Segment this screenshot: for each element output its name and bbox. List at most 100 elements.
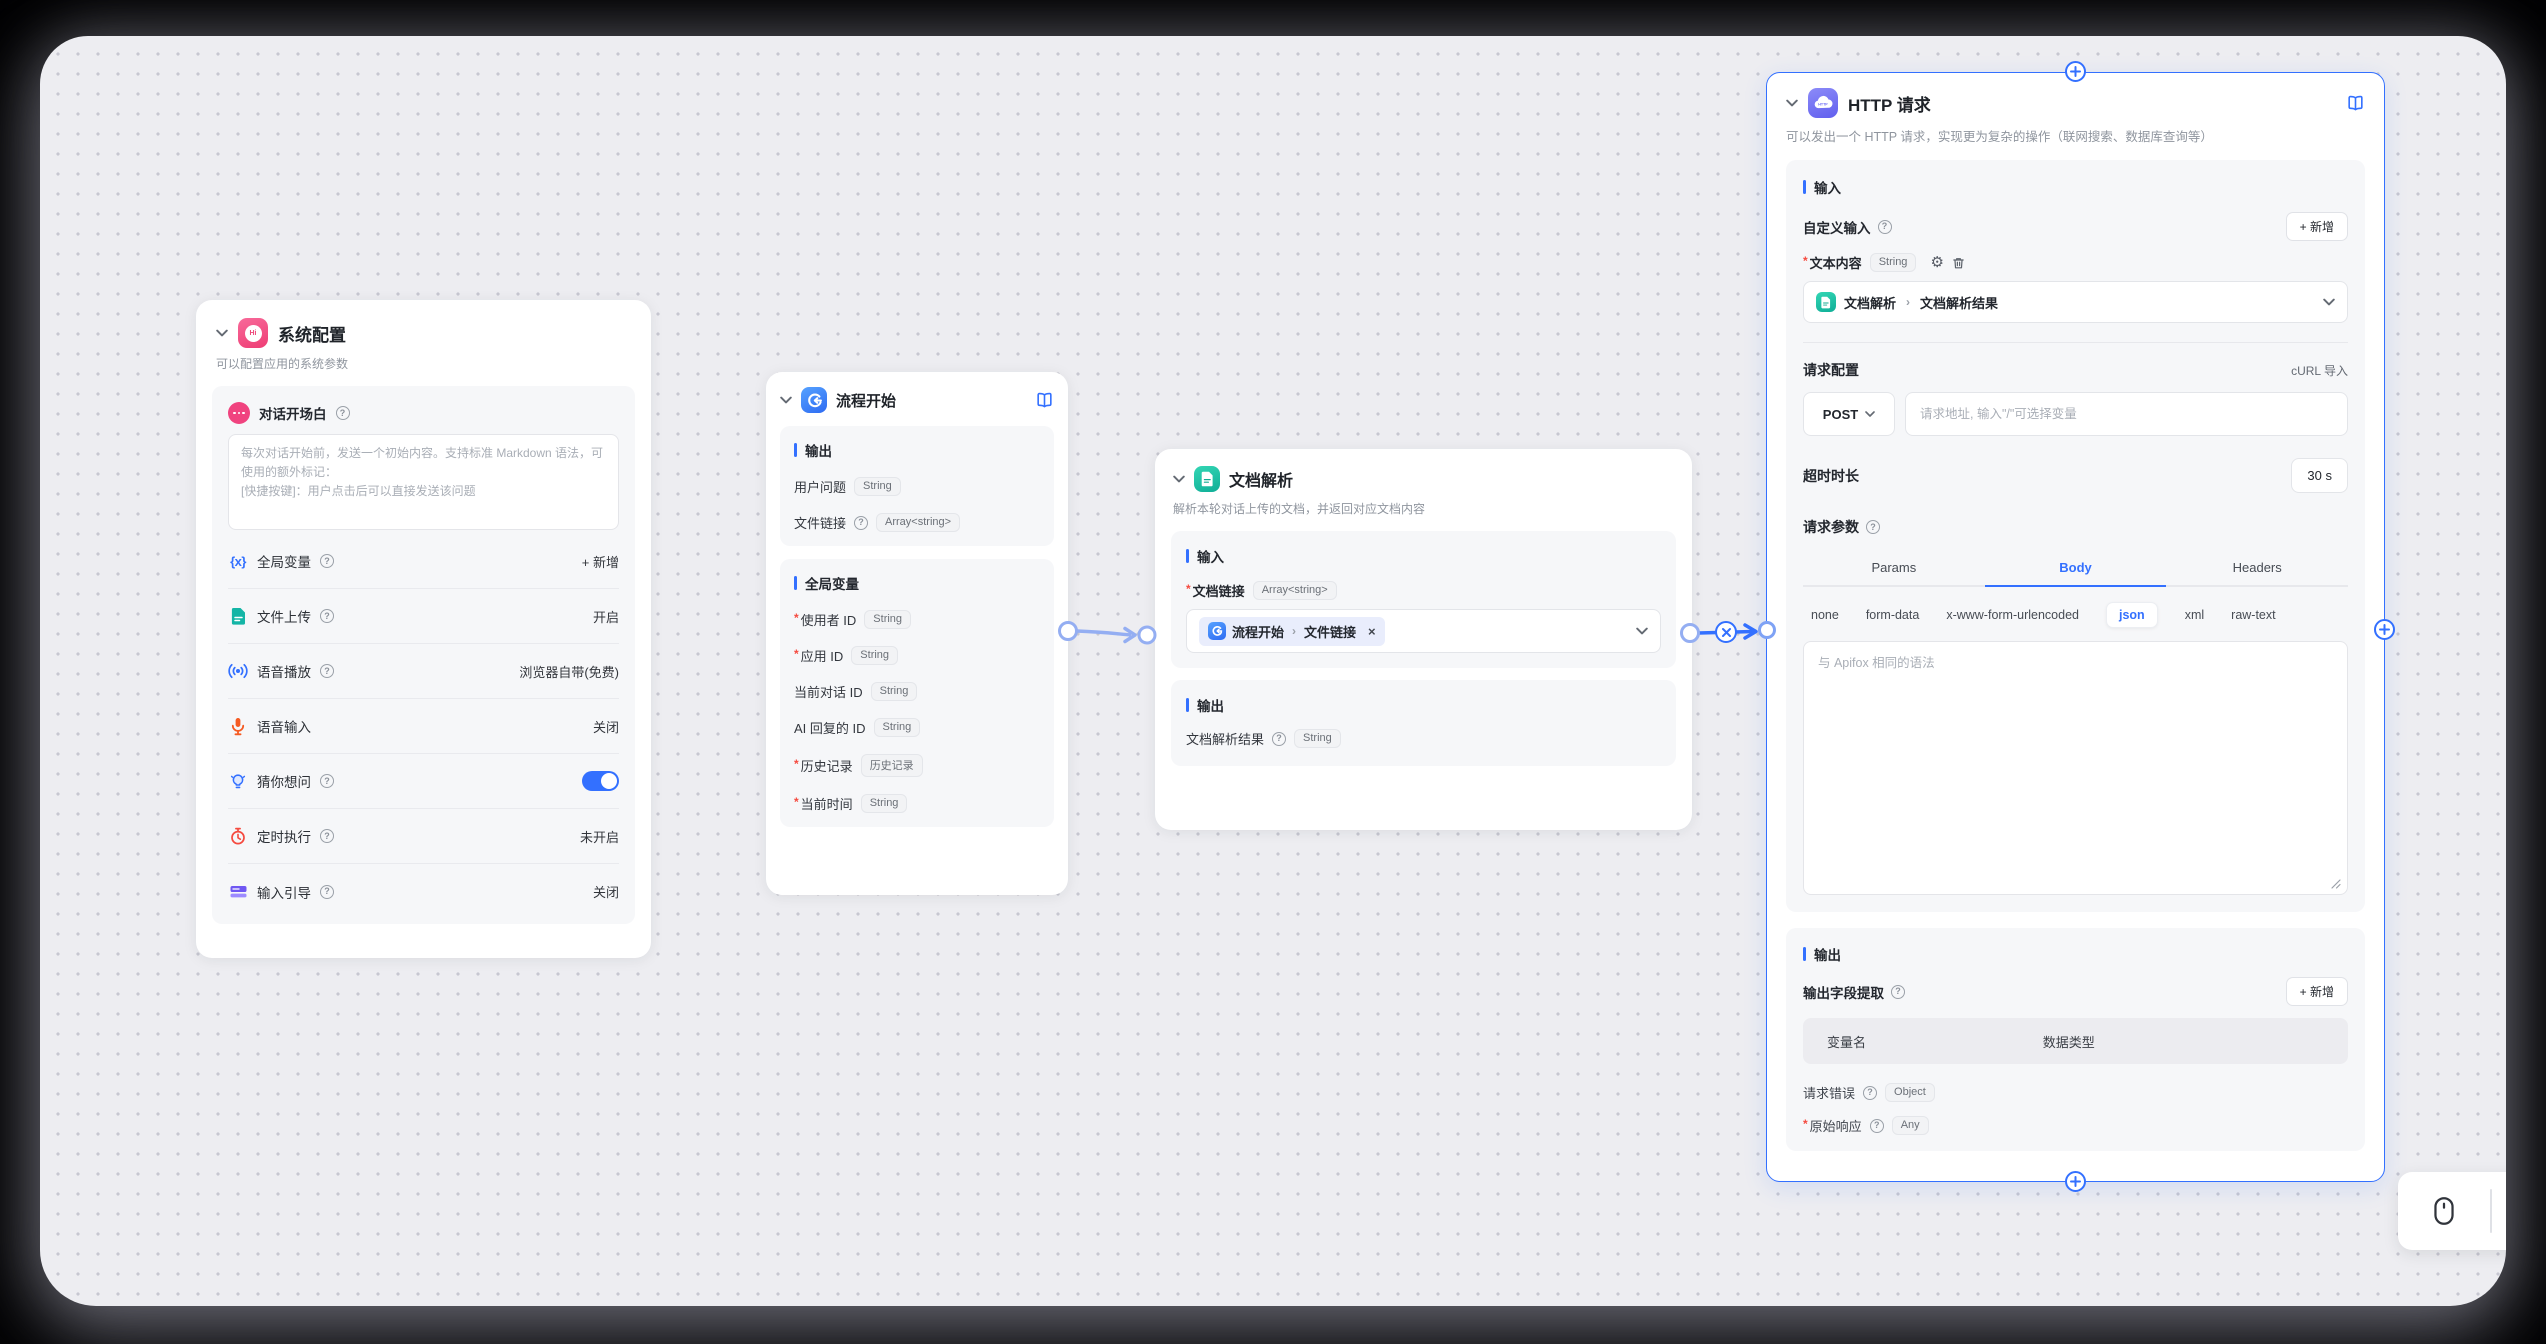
setting-row-voice-input[interactable]: 语音输入 关闭	[228, 699, 619, 754]
http-output-panel: 输出 输出字段提取 ? + 新增 变量名 数据类型 请求错误 ? Object …	[1786, 928, 2365, 1151]
help-icon[interactable]: ?	[320, 609, 334, 623]
setting-value: 开启	[592, 609, 619, 625]
type-badge: Array<string>	[1252, 581, 1337, 600]
system-config-icon: Hi	[238, 318, 268, 348]
tab-body[interactable]: Body	[1984, 551, 2167, 587]
chevron-right-icon: ›	[1292, 624, 1297, 638]
text-content-select[interactable]: 文档解析 › 文档解析结果	[1803, 281, 2348, 323]
opening-textarea[interactable]: 每次对话开始前，发送一个初始内容。支持标准 Markdown 语法，可使用的额外…	[228, 434, 619, 530]
node-system-config[interactable]: Hi 系统配置 可以配置应用的系统参数 对话开场白 ? 每次对话开始前，发送一个…	[196, 300, 651, 958]
collapse-chevron-icon[interactable]	[1173, 475, 1185, 483]
global-row: * 历史记录 历史记录	[794, 754, 1040, 777]
help-icon[interactable]: ?	[320, 554, 334, 568]
help-icon[interactable]: ?	[854, 515, 869, 530]
params-tabs: Params Body Headers	[1803, 551, 2348, 587]
setting-value: 关闭	[592, 885, 619, 900]
doc-link-select[interactable]: 流程开始 › 文件链接 ×	[1186, 609, 1661, 653]
canvas-mode-toolbar	[2398, 1172, 2506, 1250]
add-variable-button[interactable]: + 新增	[581, 554, 619, 570]
mouse-mode-button[interactable]	[2398, 1195, 2490, 1227]
svg-text:HTTP: HTTP	[1818, 102, 1828, 106]
node-title: 流程开始	[836, 392, 897, 410]
request-params-label: 请求参数	[1803, 519, 1859, 535]
help-icon[interactable]: ?	[1877, 219, 1892, 234]
help-icon[interactable]: ?	[1891, 984, 1905, 999]
setting-row-scheduled-run[interactable]: 定时执行 ? 未开启	[228, 809, 619, 864]
setting-value: 未开启	[579, 829, 619, 845]
body-type-json[interactable]: json	[2106, 602, 2158, 628]
request-config-label: 请求配置	[1803, 362, 1859, 378]
chevron-down-icon[interactable]	[1636, 627, 1648, 635]
guess-ask-icon	[228, 771, 248, 791]
doc-parse-icon	[1194, 466, 1220, 492]
node-title: 系统配置	[278, 325, 346, 345]
flow-canvas[interactable]: Hi 系统配置 可以配置应用的系统参数 对话开场白 ? 每次对话开始前，发送一个…	[40, 36, 2506, 1306]
add-input-button[interactable]: + 新增	[2285, 212, 2348, 241]
setting-row-voice-playback[interactable]: 语音播放 ? 浏览器自带(免费)	[228, 644, 619, 699]
setting-row-guess-ask[interactable]: 猜你想问 ?	[228, 754, 619, 809]
http-input-panel: 输入 自定义输入 ? + 新增 * 文本内容 String ⚙ 文档解析 ›	[1786, 160, 2365, 912]
setting-value: 关闭	[592, 719, 619, 735]
chat-dots-icon	[228, 402, 250, 424]
add-node-right-icon[interactable]	[2374, 619, 2395, 640]
node-title: HTTP 请求	[1848, 95, 1931, 115]
output-fields-table-header: 变量名 数据类型	[1803, 1018, 2348, 1064]
method-select[interactable]: POST	[1803, 392, 1895, 436]
docs-book-icon[interactable]	[2346, 95, 2365, 112]
output-row: * 原始响应 ? Any	[1803, 1116, 2348, 1135]
file-upload-icon	[228, 606, 248, 626]
help-icon[interactable]: ?	[320, 774, 334, 788]
voice-playback-icon	[228, 661, 248, 681]
edge-delete-icon[interactable]	[1715, 621, 1737, 643]
section-title: 输入	[1814, 181, 1841, 196]
help-icon[interactable]: ?	[320, 884, 334, 899]
system-config-panel: 对话开场白 ? 每次对话开始前，发送一个初始内容。支持标准 Markdown 语…	[212, 386, 635, 924]
body-type-urlencoded[interactable]: x-www-form-urlencoded	[1946, 608, 2079, 622]
body-type-xml[interactable]: xml	[2184, 608, 2205, 622]
node-http-request[interactable]: HTTP HTTP 请求 可以发出一个 HTTP 请求，实现更为复杂的操作（联网…	[1766, 72, 2385, 1182]
setting-row-file-upload[interactable]: 文件上传 ? 开启	[228, 589, 619, 644]
gear-icon[interactable]: ⚙	[1930, 254, 1944, 271]
output-row: 用户问题 String	[794, 477, 1040, 496]
node-doc-parse[interactable]: 文档解析 解析本轮对话上传的文档，并返回对应文档内容 输入 * 文档链接 Arra…	[1155, 449, 1692, 830]
tab-headers[interactable]: Headers	[2232, 560, 2282, 575]
node-flow-start[interactable]: 流程开始 输出 用户问题 String 文件链接 ? Array<string>…	[766, 372, 1068, 895]
guess-ask-toggle[interactable]	[582, 771, 619, 791]
body-textarea[interactable]: 与 Apifox 相同的语法	[1803, 641, 2348, 895]
collapse-chevron-icon[interactable]	[1786, 99, 1798, 107]
body-type-form-data[interactable]: form-data	[1865, 608, 1920, 622]
collapse-chevron-icon[interactable]	[216, 329, 228, 337]
global-row: AI 回复的 ID String	[794, 718, 1040, 737]
setting-row-global-vars[interactable]: {x} 全局变量 ? + 新增	[228, 534, 619, 589]
body-type-none[interactable]: none	[1811, 608, 1839, 622]
curl-import-link[interactable]: cURL 导入	[2291, 363, 2348, 378]
help-icon[interactable]: ?	[1869, 1118, 1884, 1133]
help-icon[interactable]: ?	[335, 406, 350, 420]
help-icon[interactable]: ?	[1866, 520, 1880, 534]
edge-start-to-doc	[1058, 621, 1157, 645]
help-icon[interactable]: ?	[1863, 1085, 1878, 1100]
variable-pill[interactable]: 流程开始 › 文件链接 ×	[1199, 616, 1385, 646]
resize-handle-icon[interactable]	[2330, 878, 2341, 889]
help-icon[interactable]: ?	[320, 664, 334, 678]
tab-params[interactable]: Params	[1871, 560, 1917, 575]
url-input[interactable]	[1905, 392, 2348, 436]
body-type-raw-text[interactable]: raw-text	[2231, 608, 2276, 622]
setting-row-input-guide[interactable]: 输入引导 ? 关闭	[228, 864, 619, 919]
remove-tag-icon[interactable]: ×	[1368, 623, 1376, 639]
timeout-value[interactable]: 30 s	[2291, 458, 2348, 493]
chevron-down-icon[interactable]	[2323, 298, 2335, 306]
help-icon[interactable]: ?	[320, 829, 334, 843]
add-node-bottom-icon[interactable]	[2065, 1171, 2086, 1192]
add-output-field-button[interactable]: + 新增	[2285, 977, 2348, 1006]
section-title: 输入	[1197, 550, 1224, 565]
collapse-chevron-icon[interactable]	[780, 396, 792, 404]
add-node-top-icon[interactable]	[2065, 61, 2086, 82]
output-row: 文件链接 ? Array<string>	[794, 513, 1040, 532]
type-badge: Any	[1891, 1116, 1929, 1135]
global-row: 当前对话 ID String	[794, 682, 1040, 701]
docs-book-icon[interactable]	[1035, 392, 1054, 409]
help-icon[interactable]: ?	[1272, 731, 1287, 746]
trash-icon[interactable]	[1952, 256, 1965, 270]
node-description: 可以发出一个 HTTP 请求，实现更为复杂的操作（联网搜索、数据库查询等）	[1786, 130, 2213, 144]
